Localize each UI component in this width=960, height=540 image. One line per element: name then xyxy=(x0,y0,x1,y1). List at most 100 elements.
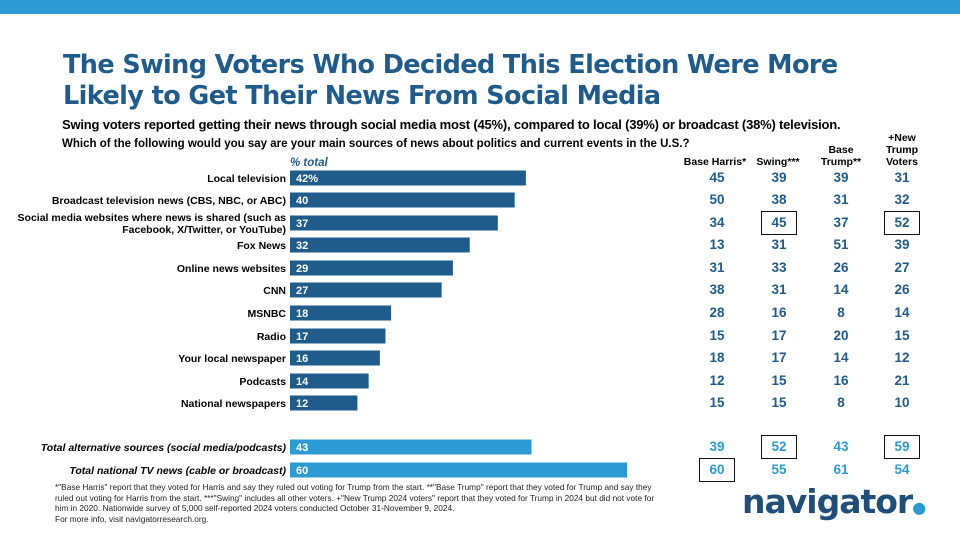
footnote-more-info: For more info, visit navigatorresearch.o… xyxy=(55,513,209,524)
table-cell: 39 xyxy=(833,170,849,185)
bar xyxy=(290,395,358,411)
category-label: CNN xyxy=(263,285,286,297)
table-cell: 26 xyxy=(894,282,910,297)
table-cell: 15 xyxy=(709,328,725,343)
table-cell: 54 xyxy=(894,462,910,477)
table-cell: 31 xyxy=(894,170,910,185)
table-cell: 55 xyxy=(771,462,787,477)
table-cell: 16 xyxy=(771,305,787,320)
table-cell: 14 xyxy=(833,350,849,365)
bar-value-label: 17 xyxy=(296,331,308,343)
table-cell: 52 xyxy=(884,211,920,235)
bar-value-label: 14 xyxy=(296,376,309,388)
category-label: Local television xyxy=(207,173,286,185)
bar xyxy=(290,439,532,455)
table-cell: 39 xyxy=(709,439,725,454)
table-cell: 38 xyxy=(771,192,787,207)
bar-value-label: 27 xyxy=(296,285,308,297)
bar xyxy=(290,462,627,478)
table-cell: 31 xyxy=(833,192,849,207)
category-label: Fox News xyxy=(237,240,286,252)
table-cell: 43 xyxy=(833,439,849,454)
bar-value-label: 29 xyxy=(296,263,308,275)
table-cell: 8 xyxy=(837,305,845,320)
category-label: MSNBC xyxy=(248,308,287,320)
table-cell: 28 xyxy=(709,305,725,320)
table-cell: 16 xyxy=(833,373,849,388)
bar xyxy=(290,215,498,231)
logo-text: navigator xyxy=(742,482,913,521)
category-label: Total national TV news (cable or broadca… xyxy=(69,465,286,477)
table-cell: 27 xyxy=(894,260,910,275)
table-cell: 26 xyxy=(833,260,849,275)
table-cell: 8 xyxy=(837,395,845,410)
category-label: Total alternative sources (social media/… xyxy=(41,442,287,454)
column-header-base-trump: Base Trump** xyxy=(820,144,862,168)
category-label: National newspapers xyxy=(181,398,286,410)
bar-value-label: 60 xyxy=(296,465,308,477)
table-cell: 45 xyxy=(761,211,797,235)
slide-title: The Swing Voters Who Decided This Electi… xyxy=(63,50,838,111)
pct-total-label: % total xyxy=(290,157,328,169)
table-cell: 39 xyxy=(894,237,910,252)
navigator-logo: navigator● xyxy=(742,482,926,521)
bar xyxy=(290,305,392,321)
category-label: Your local newspaper xyxy=(178,353,286,365)
table-cell: 51 xyxy=(833,237,849,252)
table-cell: 38 xyxy=(709,282,725,297)
column-header-new-trump: +New Trump Voters xyxy=(885,132,919,168)
table-cell: 15 xyxy=(709,395,725,410)
top-accent-bar xyxy=(0,0,960,14)
bar-value-label: 43 xyxy=(296,442,308,454)
bar-value-label: 16 xyxy=(296,353,308,365)
bar-value-label: 18 xyxy=(296,308,308,320)
bar-value-label: 37 xyxy=(296,218,308,230)
column-header-swing: Swing*** xyxy=(756,156,800,168)
category-label: Broadcast television news (CBS, NBC, or … xyxy=(52,195,286,207)
bar xyxy=(290,328,386,344)
table-cell: 31 xyxy=(771,237,787,252)
table-cell: 10 xyxy=(894,395,910,410)
bar-value-label: 12 xyxy=(296,398,308,410)
table-cell: 50 xyxy=(709,192,725,207)
logo-dot-icon: ● xyxy=(912,498,926,517)
table-cell: 34 xyxy=(709,215,725,230)
table-cell: 31 xyxy=(709,260,725,275)
bar xyxy=(290,350,380,366)
table-cell: 17 xyxy=(771,350,787,365)
table-cell: 12 xyxy=(894,350,910,365)
footnote-definitions: *"Base Harris" report that they voted fo… xyxy=(55,482,655,513)
table-cell: 61 xyxy=(833,462,849,477)
bar xyxy=(290,373,369,389)
category-label: Podcasts xyxy=(239,376,286,388)
table-cell: 13 xyxy=(709,237,725,252)
table-cell: 59 xyxy=(884,435,920,459)
table-cell: 14 xyxy=(894,305,910,320)
bar xyxy=(290,192,515,208)
bar xyxy=(290,260,453,276)
table-cell: 14 xyxy=(833,282,849,297)
table-cell: 20 xyxy=(833,328,849,343)
table-cell: 31 xyxy=(771,282,787,297)
bar-value-label: 32 xyxy=(296,240,308,252)
table-cell: 15 xyxy=(771,373,787,388)
column-header-base-harris: Base Harris* xyxy=(683,156,747,168)
table-cell: 45 xyxy=(709,170,725,185)
bar xyxy=(290,170,526,186)
table-cell: 32 xyxy=(894,192,910,207)
table-cell: 52 xyxy=(761,435,797,459)
table-cell: 60 xyxy=(699,458,735,482)
category-label: Social media websites where news is shar… xyxy=(18,212,287,236)
table-cell: 15 xyxy=(894,328,910,343)
category-label: Radio xyxy=(257,331,286,343)
bar-value-label: 42% xyxy=(296,173,318,185)
table-cell: 18 xyxy=(709,350,725,365)
category-label: Online news websites xyxy=(177,263,286,275)
table-cell: 33 xyxy=(771,260,787,275)
footnote: *"Base Harris" report that they voted fo… xyxy=(55,482,655,524)
bar xyxy=(290,237,470,253)
table-cell: 37 xyxy=(833,215,849,230)
table-cell: 12 xyxy=(709,373,725,388)
survey-question: Which of the following would you say are… xyxy=(62,138,690,150)
